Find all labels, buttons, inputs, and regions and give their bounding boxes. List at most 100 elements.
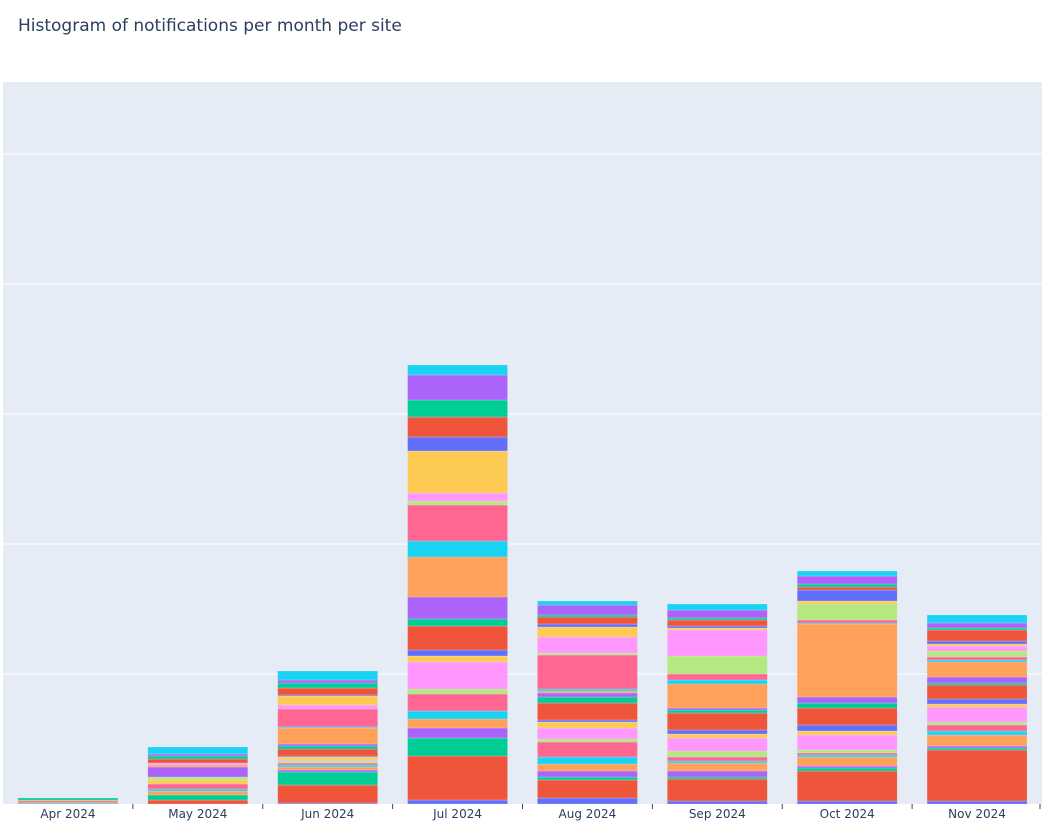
bar-segment[interactable] (407, 374, 508, 401)
bar-segment[interactable] (537, 776, 638, 781)
bar-segment[interactable] (147, 799, 249, 805)
bar-segment[interactable] (667, 629, 768, 657)
bar-segment[interactable] (277, 687, 378, 696)
bar-segment[interactable] (926, 698, 1028, 705)
bar-segment[interactable] (926, 724, 1028, 732)
bar-segment[interactable] (537, 616, 638, 625)
bar-segment[interactable] (796, 702, 898, 709)
bar-segment[interactable] (537, 604, 638, 616)
bar-segment[interactable] (537, 614, 638, 618)
bar-segment[interactable] (277, 743, 378, 747)
bar-segment[interactable] (147, 758, 249, 764)
bar-segment[interactable] (796, 586, 898, 591)
bar-segment[interactable] (667, 619, 768, 627)
bar-segment[interactable] (147, 766, 249, 778)
bar-segment[interactable] (796, 752, 898, 756)
bar-segment[interactable] (667, 778, 768, 802)
bar-segment[interactable] (796, 730, 898, 736)
bar-segment[interactable] (667, 729, 768, 735)
bar-segment[interactable] (926, 682, 1028, 686)
bar-segment[interactable] (407, 710, 508, 720)
bar-segment[interactable] (147, 762, 249, 766)
bar-segment[interactable] (796, 770, 898, 802)
bar-segment[interactable] (407, 693, 508, 712)
bar-segment[interactable] (926, 745, 1028, 749)
bar-segment[interactable] (277, 708, 378, 728)
bar-segment[interactable] (796, 767, 898, 772)
bar-segment[interactable] (277, 762, 378, 766)
bar-segment[interactable] (537, 623, 638, 628)
bar-segment[interactable] (926, 629, 1028, 642)
bar-segment[interactable] (407, 618, 508, 627)
bar-segment[interactable] (667, 760, 768, 764)
bar-segment[interactable] (537, 797, 638, 805)
bar-segment[interactable] (926, 614, 1028, 624)
bar-segment[interactable] (277, 784, 378, 804)
bar-segment[interactable] (407, 625, 508, 651)
bar-segment[interactable] (277, 745, 378, 750)
bar-segment[interactable] (537, 770, 638, 778)
bar-segment[interactable] (537, 688, 638, 692)
bar-segment[interactable] (796, 603, 898, 621)
bar-segment[interactable] (667, 609, 768, 619)
bar-segment[interactable] (277, 756, 378, 761)
bar-segment[interactable] (667, 800, 768, 805)
bar-segment[interactable] (796, 575, 898, 585)
bar-segment[interactable] (407, 399, 508, 418)
bar-segment[interactable] (667, 737, 768, 752)
bar-segment[interactable] (667, 655, 768, 675)
bar-segment[interactable] (277, 769, 378, 773)
bar-segment[interactable] (667, 603, 768, 611)
bar-segment[interactable] (277, 760, 378, 764)
bar-segment[interactable] (667, 776, 768, 780)
bar-segment[interactable] (407, 436, 508, 452)
bar-segment[interactable] (537, 756, 638, 765)
bar-segment[interactable] (796, 696, 898, 704)
bar-segment[interactable] (796, 600, 898, 605)
bar-segment[interactable] (926, 622, 1028, 629)
bar-segment[interactable] (926, 747, 1028, 751)
bar-segment[interactable] (667, 679, 768, 685)
bar-segment[interactable] (926, 730, 1028, 736)
bar-segment[interactable] (796, 583, 898, 588)
bar-segment[interactable] (407, 500, 508, 506)
bar-segment[interactable] (926, 659, 1028, 663)
bar-segment[interactable] (407, 504, 508, 542)
bar-segment[interactable] (537, 692, 638, 698)
bar-segment[interactable] (537, 636, 638, 654)
bar-segment[interactable] (926, 676, 1028, 684)
bar-segment[interactable] (926, 650, 1028, 658)
bar-segment[interactable] (926, 640, 1028, 645)
bar-segment[interactable] (796, 754, 898, 758)
bar-segment[interactable] (147, 753, 249, 757)
bar-segment[interactable] (667, 625, 768, 629)
bar-segment[interactable] (926, 627, 1028, 631)
bar-segment[interactable] (796, 589, 898, 602)
bar-segment[interactable] (537, 702, 638, 721)
bar-segment[interactable] (796, 765, 898, 769)
bar-segment[interactable] (407, 416, 508, 438)
bar-segment[interactable] (926, 800, 1028, 805)
bar-segment[interactable] (537, 626, 638, 638)
bar-segment[interactable] (537, 741, 638, 758)
bar-segment[interactable] (537, 654, 638, 690)
bar-segment[interactable] (277, 704, 378, 710)
bar-segment[interactable] (667, 707, 768, 711)
bar-segment[interactable] (667, 617, 768, 621)
bar-segment[interactable] (667, 762, 768, 772)
bar-segment[interactable] (537, 721, 638, 729)
bar-segment[interactable] (147, 794, 249, 801)
bar-segment[interactable] (667, 683, 768, 709)
bar-segment[interactable] (926, 656, 1028, 661)
bar-segment[interactable] (796, 619, 898, 624)
bar-segment[interactable] (537, 738, 638, 743)
bar-segment[interactable] (407, 655, 508, 663)
bar-segment[interactable] (277, 764, 378, 768)
bar-segment[interactable] (667, 673, 768, 681)
bar-segment[interactable] (147, 764, 249, 768)
bar-segment[interactable] (537, 600, 638, 606)
bar-segment[interactable] (926, 661, 1028, 678)
bar-segment[interactable] (926, 684, 1028, 700)
bar-segment[interactable] (277, 670, 378, 681)
bar-segment[interactable] (537, 727, 638, 740)
